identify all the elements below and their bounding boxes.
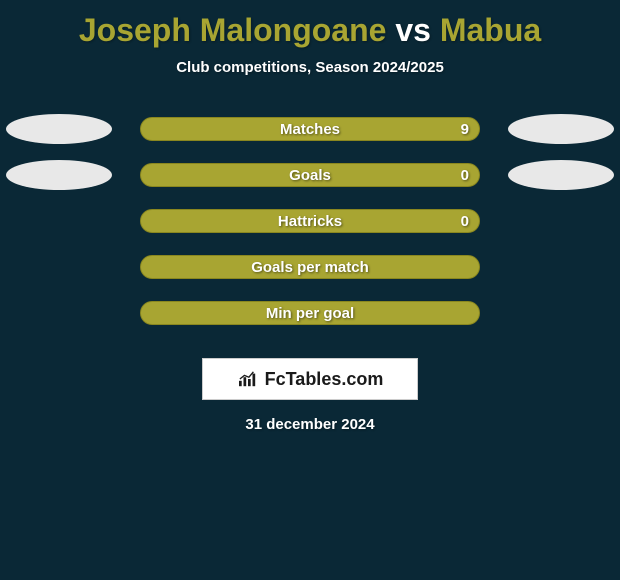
stat-row: Goals per match: [0, 244, 620, 290]
date-text: 31 december 2024: [0, 416, 620, 433]
stat-value: 0: [461, 167, 469, 184]
stat-value: 9: [461, 121, 469, 138]
stat-label: Goals: [289, 167, 331, 184]
stat-bar: Hattricks 0: [140, 209, 480, 233]
stat-label: Goals per match: [251, 259, 369, 276]
player1-oval: [6, 160, 112, 190]
stat-row: Matches 9: [0, 106, 620, 152]
player1-oval: [6, 114, 112, 144]
comparison-chart: Matches 9 Goals 0 Hattricks 0 Goals per match M…: [0, 106, 620, 336]
player2-oval: [508, 114, 614, 144]
stat-row: Min per goal: [0, 290, 620, 336]
subtitle: Club competitions, Season 2024/2025: [0, 59, 620, 76]
player2-name: Mabua: [440, 12, 541, 48]
player1-name: Joseph Malongoane: [79, 12, 387, 48]
comparison-title: Joseph Malongoane vs Mabua: [0, 0, 620, 49]
stat-label: Hattricks: [278, 213, 342, 230]
logo-text: FcTables.com: [265, 369, 384, 390]
stat-value: 0: [461, 213, 469, 230]
stat-bar: Min per goal: [140, 301, 480, 325]
stat-bar: Goals per match: [140, 255, 480, 279]
stat-label: Min per goal: [266, 305, 354, 322]
logo-box: FcTables.com: [202, 358, 418, 400]
vs-text: vs: [395, 12, 431, 48]
stat-bar: Goals 0: [140, 163, 480, 187]
stat-bar: Matches 9: [140, 117, 480, 141]
stat-row: Goals 0: [0, 152, 620, 198]
stat-label: Matches: [280, 121, 340, 138]
player2-oval: [508, 160, 614, 190]
stat-row: Hattricks 0: [0, 198, 620, 244]
chart-icon: [237, 370, 259, 388]
